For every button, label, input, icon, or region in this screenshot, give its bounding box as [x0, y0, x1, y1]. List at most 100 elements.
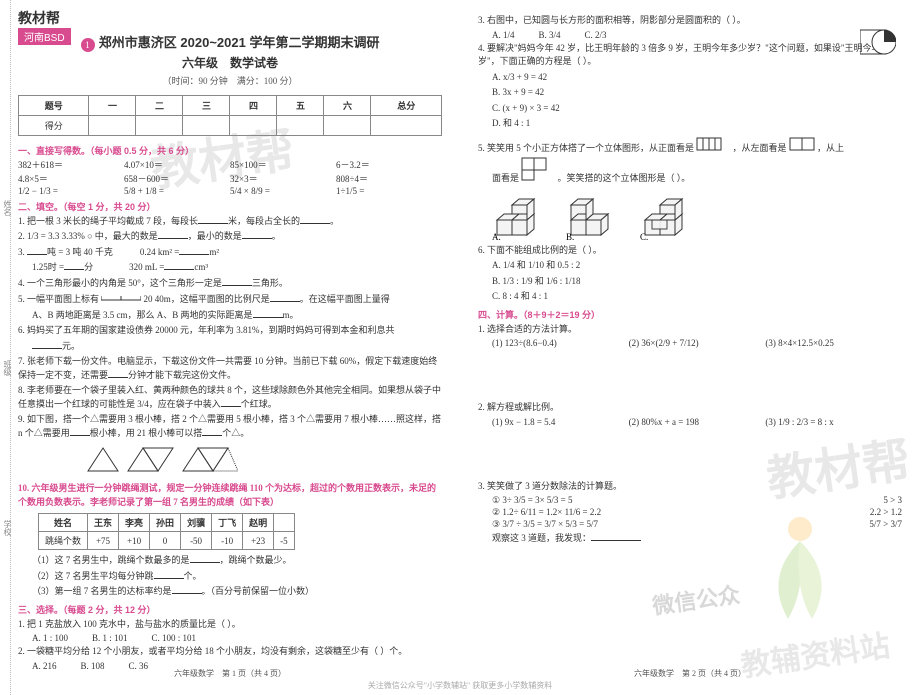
calc-cell: 5/4 × 8/9 =: [230, 186, 336, 196]
score-header: 三: [183, 95, 230, 115]
calc-row: 1/2 − 1/3 = 5/8 + 1/8 = 5/4 × 8/9 = 1÷1/…: [18, 186, 442, 196]
exam-title-main: 郑州市惠济区 2020~2021 学年第二学期期末调研: [99, 35, 380, 50]
q2-6: 6. 妈妈买了五年期的国家建设债券 20000 元，年利率为 3.81%，到期时…: [18, 324, 442, 338]
q2-5b: A、B 两地距离是 3.5 cm，那么 A、B 两地的实际距离是m。: [32, 309, 442, 323]
q10-2: （2）这 7 名男生平均每分钟跳个。: [32, 570, 442, 584]
q2-5a: 5. 一幅平面图上标有 20 40m，这幅平面图的比例尺是。在这幅平面图上量得: [18, 292, 442, 307]
pie-rect-figure: [860, 24, 896, 60]
choice: B. 3/4: [539, 30, 561, 40]
cube-opt-c: C.: [640, 190, 700, 240]
scale-bar-icon: [101, 292, 141, 302]
s4-sub1-row: (1) 123÷(8.6−0.4) (2) 36×(2/9 + 7/12) (3…: [492, 338, 902, 348]
view-left-icon: [789, 133, 815, 151]
q2-2: 2. 1/3 = 3.3 3.33% ○ 中，最大的数是，最小的数是。: [18, 230, 442, 244]
svg-text:A.: A.: [492, 232, 501, 240]
r-q3-choices: A. 1/4 B. 3/4 C. 2/3: [492, 30, 902, 40]
choice: A. 1 : 100: [32, 633, 68, 643]
q2-3b: 1.25时 =分 320 mL =cm³: [32, 261, 442, 275]
r-q6-b: B. 1/3 : 1/9 和 1/6 : 1/18: [492, 275, 902, 289]
calc-row: 4.8×5＝ 658－600＝ 32×3＝ 808÷4＝: [18, 172, 442, 185]
jr-header: 丁飞: [212, 514, 243, 532]
brand-badge: 河南BSD: [18, 28, 71, 45]
brand-block: 教材帮 河南BSD: [18, 8, 71, 45]
q10-1: （1）这 7 名男生中，跳绳个数最多的是，跳绳个数最少。: [32, 554, 442, 568]
jr-cell: -10: [212, 532, 243, 550]
score-cell: [277, 115, 324, 135]
jr-header: 姓名: [39, 514, 88, 532]
score-cell: [89, 115, 136, 135]
calc-cell: 1÷1/5 =: [336, 186, 442, 196]
left-page: 姓名 班级 学校 教材帮 河南BSD 1 郑州市惠济区 2020~2021 学年…: [0, 0, 460, 695]
q2-1: 1. 把一根 3 米长的绳子平均截成 7 段，每段长米，每段占全长的。: [18, 215, 442, 229]
brand-top: 教材帮: [18, 8, 71, 28]
q10-3: （3）第一组 7 名男生的达标率约是。（百分号前保留一位小数）: [32, 585, 442, 599]
score-header: 五: [277, 95, 324, 115]
r-q4-c: C. (x + 9) × 3 = 42: [492, 102, 902, 116]
score-table: 题号 一 二 三 四 五 六 总分 得分: [18, 95, 442, 136]
score-cell: [183, 115, 230, 135]
s4-sub3-r3: ③ 3/7 ÷ 3/5 = 3/7 × 5/3 = 5/7 5/7 > 3/7: [492, 519, 902, 530]
calc-item: (3) 8×4×12.5×0.25: [765, 338, 902, 348]
score-header: 二: [136, 95, 183, 115]
r-q5b: 面看是 。笑笑搭的这个立体图形是（ ）。: [492, 157, 902, 186]
s3-q1: 1. 把 1 克盐放入 100 克水中，盐与盐水的质量比是（ ）。: [18, 618, 442, 632]
jr-cell: -5: [274, 532, 295, 550]
score-header: 六: [324, 95, 371, 115]
q2-7: 7. 张老师下载一份文件。电脑显示，下载这份文件一共需要 10 分钟。当前已下载…: [18, 355, 442, 382]
score-cell: [324, 115, 371, 135]
frac-item: ① 3÷ 3/5 = 3× 5/3 = 5: [492, 495, 573, 506]
calc-cell: 1/2 − 1/3 =: [18, 186, 124, 196]
cube-options: A. B. C.: [492, 190, 902, 240]
s3-q1-choices: A. 1 : 100 B. 1 : 101 C. 100 : 101: [32, 633, 442, 643]
calc-cell: 32×3＝: [230, 172, 336, 185]
footer-right: 六年级数学 第 2 页（共 4 页）: [460, 668, 920, 679]
jump-rope-table: 姓名 王东 李亮 孙田 刘骥 丁飞 赵明 跳绳个数 +75 +10 0 -50 …: [38, 513, 295, 550]
vlabel-school: 学校: [2, 520, 13, 536]
jr-cell: +75: [88, 532, 119, 550]
r-q3: 3. 右图中，已知圆与长方形的面积相等，阴影部分是圆面积的（ ）。: [478, 14, 902, 28]
r-q4: 4. 要解决"妈妈今年 42 岁，比王明年龄的 3 倍多 9 岁，王明今年多少岁…: [478, 42, 902, 69]
view-front-icon: [696, 133, 730, 151]
header-circle-num: 1: [81, 38, 95, 52]
exam-title-sub: 六年级 数学试卷: [18, 54, 442, 71]
footer-left: 六年级数学 第 1 页（共 4 页）: [0, 668, 460, 679]
eq-item: (1) 9x − 1.8 = 5.4: [492, 417, 629, 427]
calc-row: 382＋618＝ 4.07×10＝ 85×100＝ 6－3.2＝: [18, 158, 442, 171]
q2-9: 9. 如下图，搭一个△需要用 3 根小棒，搭 2 个△需要用 5 根小棒，搭 3…: [18, 413, 442, 440]
exam-meta: （时间：90 分钟 满分：100 分）: [18, 74, 442, 87]
r-q6-a: A. 1/4 和 1/10 和 0.5 : 2: [492, 259, 902, 273]
score-row-label: 得分: [19, 115, 89, 135]
calc-cell: 4.8×5＝: [18, 172, 124, 185]
score-header: 四: [230, 95, 277, 115]
score-header: 总分: [371, 95, 442, 115]
s4-sub2-row: (1) 9x − 1.8 = 5.4 (2) 80%x + a = 198 (3…: [492, 417, 902, 427]
jr-header: 刘骥: [181, 514, 212, 532]
r-q6: 6. 下面不能组成比例的是（ ）。: [478, 244, 902, 258]
svg-text:C.: C.: [640, 232, 648, 240]
eq-item: (3) 1/9 : 2/3 = 8 : x: [765, 417, 902, 427]
choice: C. 2/3: [585, 30, 607, 40]
frac-cmp: 5 > 3: [883, 495, 902, 506]
jr-header: 孙田: [150, 514, 181, 532]
section3-title: 三、选择。（每题 2 分，共 12 分）: [18, 603, 442, 616]
calc-cell: 658－600＝: [124, 172, 230, 185]
calc-cell: 4.07×10＝: [124, 158, 230, 171]
s4-sub3: 3. 笑笑做了 3 道分数除法的计算题。: [478, 480, 902, 494]
right-page: 3. 右图中，已知圆与长方形的面积相等，阴影部分是圆面积的（ ）。 A. 1/4…: [460, 0, 920, 695]
q2-10: 10. 六年级男生进行一分钟跳绳测试，规定一分钟连续跳绳 110 个为达标，超过…: [18, 482, 442, 509]
score-header: 一: [89, 95, 136, 115]
s3-q2: 2. 一袋糖平均分给 12 个小朋友，或者平均分给 18 个小朋友，均没有剩余，…: [18, 645, 442, 659]
eq-item: (2) 80%x + a = 198: [629, 417, 766, 427]
cube-opt-b: B.: [566, 190, 626, 240]
calc-item: (1) 123÷(8.6−0.4): [492, 338, 629, 348]
jr-cell: -50: [181, 532, 212, 550]
jr-row-label: 跳绳个数: [39, 532, 88, 550]
choice: A. 1/4: [492, 30, 515, 40]
calc-cell: 6－3.2＝: [336, 158, 442, 171]
jr-header: 李亮: [119, 514, 150, 532]
vlabel-class: 班级: [2, 360, 13, 376]
score-cell: [230, 115, 277, 135]
view-top-icon: [521, 157, 555, 181]
jr-header: 赵明: [243, 514, 274, 532]
q2-6b: 元。: [32, 340, 442, 354]
